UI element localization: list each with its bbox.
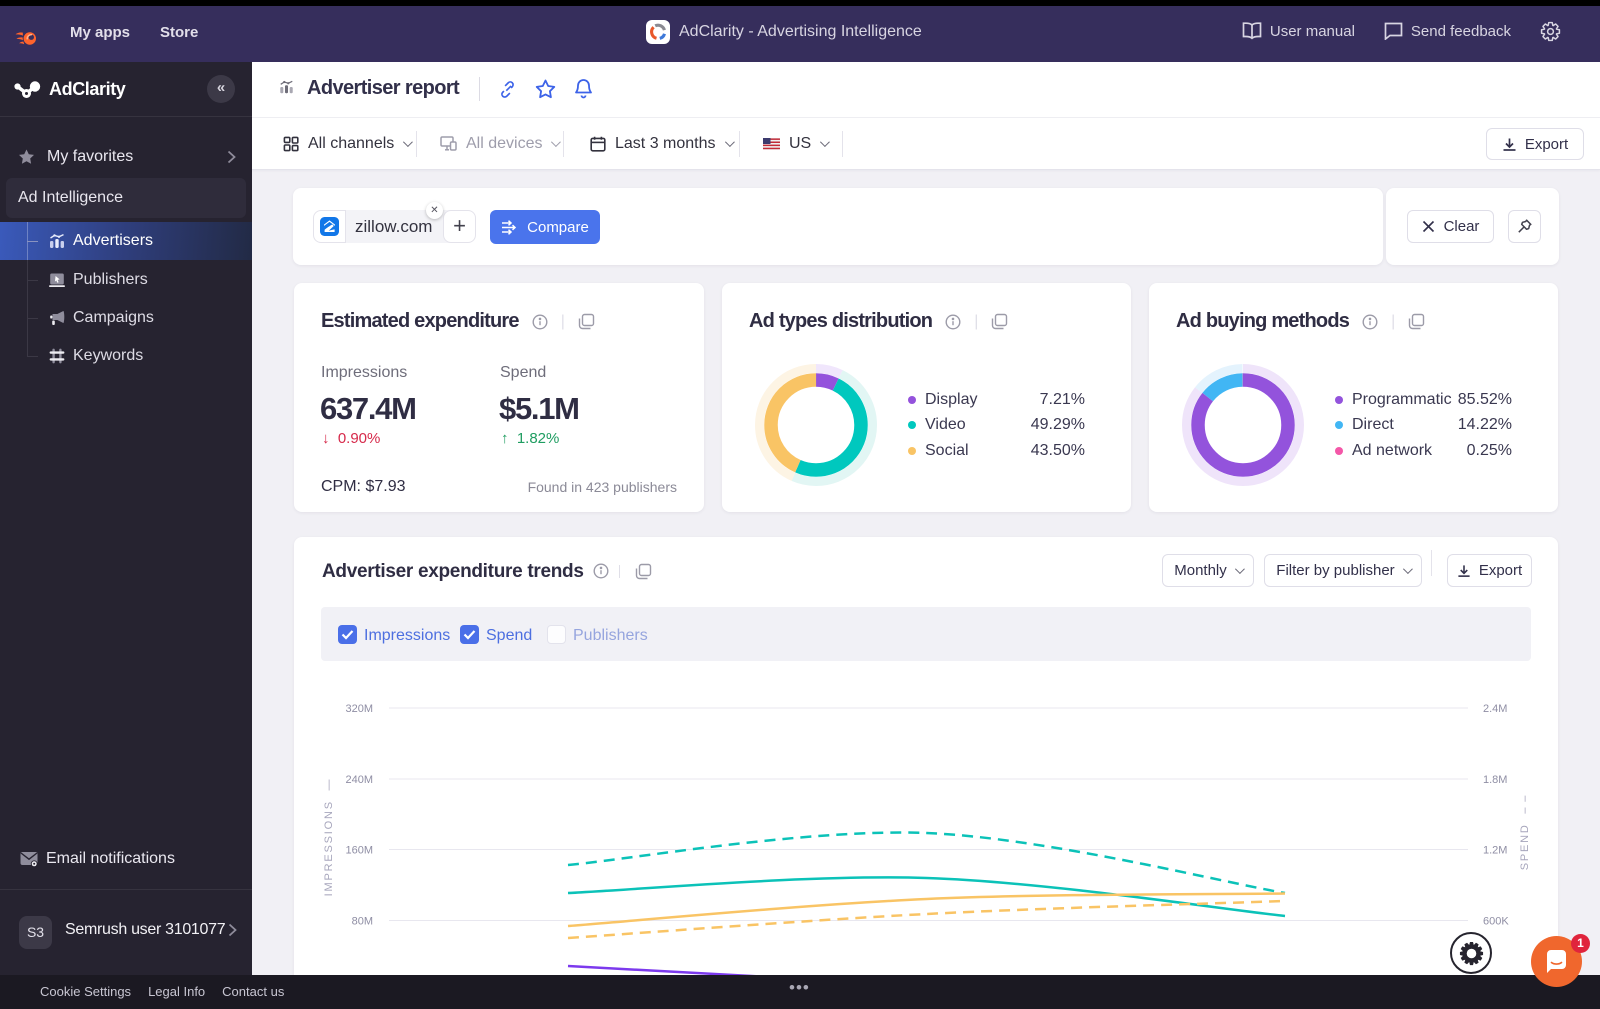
svg-text:2.4M: 2.4M bbox=[1483, 703, 1507, 715]
svg-text:1.2M: 1.2M bbox=[1483, 845, 1507, 857]
svg-text:IMPRESSIONS —: IMPRESSIONS — bbox=[323, 778, 335, 897]
svg-text:240M: 240M bbox=[345, 774, 373, 786]
svg-text:160M: 160M bbox=[345, 845, 373, 857]
svg-text:600K: 600K bbox=[1483, 916, 1509, 928]
svg-text:1.8M: 1.8M bbox=[1483, 774, 1507, 786]
svg-text:80M: 80M bbox=[352, 916, 373, 928]
svg-text:320M: 320M bbox=[345, 703, 373, 715]
svg-text:SPEND – –: SPEND – – bbox=[1519, 794, 1531, 870]
